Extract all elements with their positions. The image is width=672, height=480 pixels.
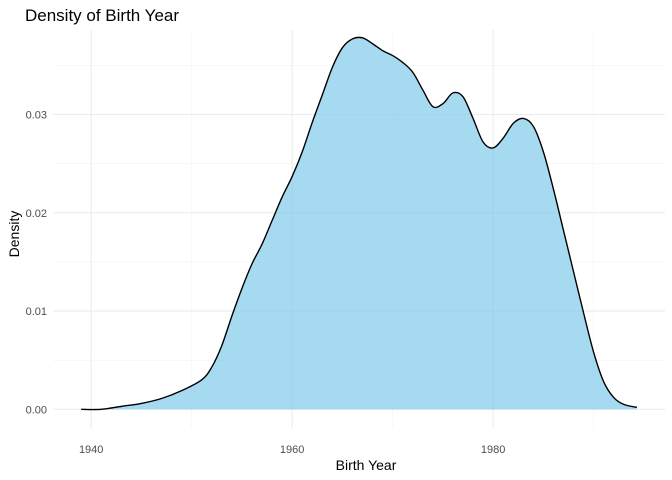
density-line: [81, 36, 638, 411]
x-tick-label: 1940: [79, 444, 103, 456]
density-area: [81, 36, 638, 411]
density-fill: [81, 37, 637, 410]
x-axis-ticks: 1940 1960 1980: [79, 444, 505, 456]
y-tick-label: 0.01: [26, 306, 47, 318]
x-tick-label: 1960: [280, 444, 304, 456]
chart-title: Density of Birth Year: [25, 6, 179, 25]
y-tick-label: 0.00: [26, 404, 47, 416]
x-tick-label: 1980: [481, 444, 505, 456]
y-tick-label: 0.03: [26, 110, 47, 122]
x-axis-title: Birth Year: [336, 457, 397, 473]
y-axis-title: Density: [6, 211, 22, 258]
y-axis-ticks: 0.00 0.01 0.02 0.03: [26, 110, 47, 417]
y-tick-label: 0.02: [26, 208, 47, 220]
